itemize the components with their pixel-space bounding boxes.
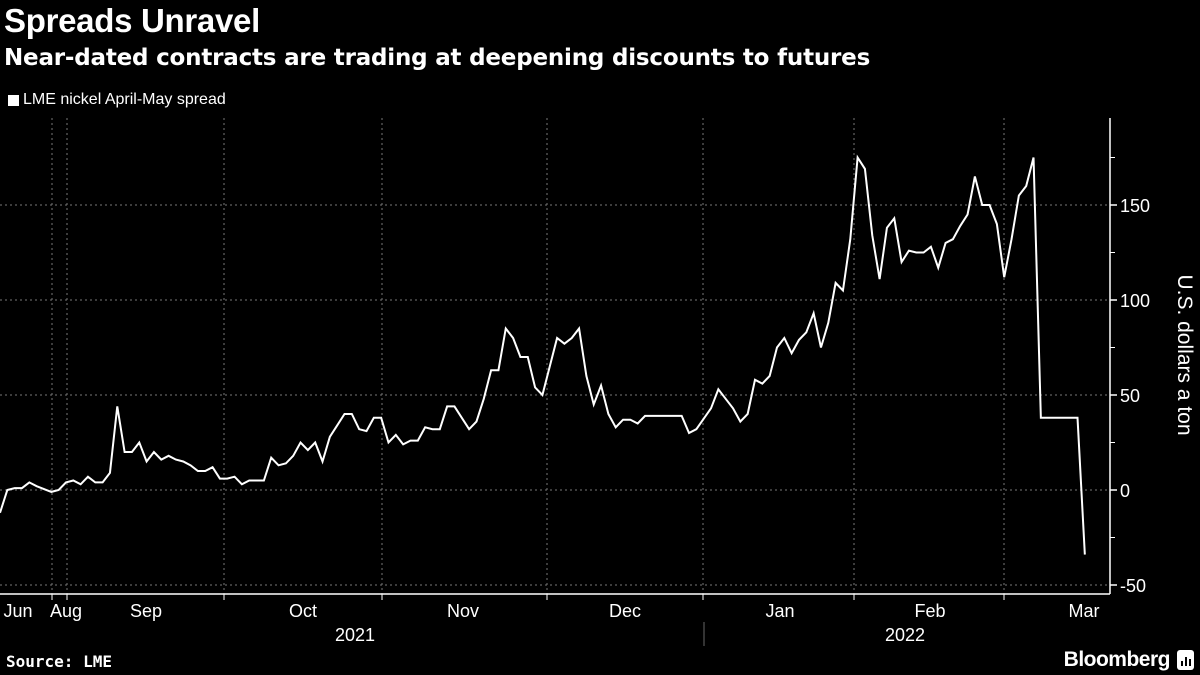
x-ticks: Jun Aug Sep Oct Nov Dec Jan Feb Mar 2021…	[3, 601, 1100, 646]
chart-subtitle: Near-dated contracts are trading at deep…	[4, 45, 871, 71]
source-note: Source: LME	[6, 652, 112, 671]
legend: LME nickel April-May spread	[8, 91, 226, 109]
x-tick-label: Dec	[609, 601, 641, 621]
y-tick-label: -50	[1120, 576, 1146, 596]
x-tick-label: Aug	[50, 601, 82, 621]
y-tick-label: 0	[1120, 481, 1130, 501]
year-label: 2021	[335, 625, 375, 645]
bloomberg-logo: Bloomberg	[1063, 648, 1171, 671]
legend-swatch	[8, 94, 19, 106]
x-tick-label: Oct	[289, 601, 317, 621]
legend-label: LME nickel April-May spread	[23, 91, 226, 108]
x-tick-label: Feb	[914, 601, 945, 621]
x-tick-label: Sep	[130, 601, 162, 621]
y-tick-label: 150	[1120, 196, 1150, 216]
chart-title: Spreads Unravel	[4, 2, 260, 39]
y-tick-label: 50	[1120, 386, 1140, 406]
x-tick-label: Nov	[447, 601, 479, 621]
year-label: 2022	[885, 625, 925, 645]
x-tick-label: Jan	[765, 601, 794, 621]
series-line	[0, 154, 1086, 555]
y-ticks: 150 100 50 0 -50	[1110, 157, 1150, 596]
series-group	[0, 154, 1086, 555]
bloomberg-chart-icon	[1177, 650, 1194, 670]
y-axis-label: U.S. dollars a ton	[1173, 274, 1196, 435]
y-tick-label: 100	[1120, 291, 1150, 311]
gridlines	[0, 118, 1110, 600]
x-tick-label: Jun	[3, 601, 32, 621]
x-tick-label: Mar	[1069, 601, 1100, 621]
